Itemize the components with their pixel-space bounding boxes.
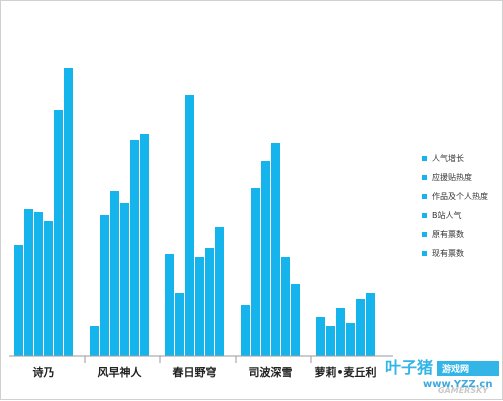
bar-1-series-4	[44, 221, 53, 356]
bar-4-series-6	[291, 284, 300, 356]
watermark-site-name: 叶子猪	[385, 358, 433, 377]
bar-3-series-5	[205, 248, 214, 356]
bar-3-series-4	[195, 257, 204, 356]
bar-2-series-1	[90, 326, 99, 356]
watermark-ghost-text: GAMERSKY	[438, 386, 489, 395]
category-separators	[84, 356, 312, 363]
bar-3-series-6	[215, 227, 224, 356]
bar-5-series-4	[346, 323, 355, 356]
bar-3-series-3	[185, 95, 194, 356]
watermark-tag-background	[437, 361, 499, 376]
bar-4-series-1	[241, 305, 250, 356]
x-tick-label: 诗乃	[33, 365, 55, 379]
bar-1-series-6	[64, 68, 73, 356]
bar-2-series-6	[140, 134, 149, 356]
bar-1-series-5	[54, 110, 63, 356]
bar-2-series-3	[110, 191, 119, 356]
legend-swatch	[422, 213, 427, 218]
bar-2-series-4	[120, 203, 129, 356]
bar-5-series-5	[356, 299, 365, 356]
bar-4-series-5	[281, 257, 290, 356]
watermark-site-tag: 游戏网	[442, 363, 469, 375]
bar-1-series-3	[34, 212, 43, 356]
bar-4-series-2	[251, 188, 260, 356]
x-tick-label: 风早神人	[98, 365, 143, 379]
x-tick-label: 司波深雪	[249, 365, 293, 379]
bar-4-series-3	[261, 161, 270, 356]
bar-5-series-6	[366, 293, 375, 356]
legend-entry-label: 人气增长	[432, 153, 464, 163]
bar-5-series-3	[336, 308, 345, 356]
legend-swatch	[422, 156, 427, 161]
bar-1-series-2	[24, 209, 33, 356]
x-tick-labels: 诗乃 风早神人 春日野穹 司波深雪 萝莉•麦丘利	[33, 365, 377, 379]
x-tick-label: 萝莉•麦丘利	[314, 365, 376, 379]
legend-swatch	[422, 194, 427, 199]
bar-3-series-2	[175, 293, 184, 356]
bar-2-series-5	[130, 140, 139, 356]
legend-entry-label: B站人气	[432, 210, 462, 220]
legend-swatch	[422, 232, 427, 237]
legend-entry-label: 作品及个人热度	[432, 191, 488, 201]
legend-swatch	[422, 251, 427, 256]
legend-entry-label: 原有票数	[432, 229, 464, 239]
bar-1-series-1	[14, 245, 23, 356]
bar-3-series-1	[165, 254, 174, 356]
legend-entry-label: 现有票数	[432, 248, 464, 258]
legend-swatch	[422, 175, 427, 180]
watermark-url: www.YZZ.cn	[423, 379, 492, 390]
bar-4-series-4	[271, 143, 280, 356]
x-tick-label: 春日野穹	[173, 365, 217, 379]
bar-5-series-2	[326, 326, 335, 356]
bar-2-series-2	[100, 215, 109, 356]
bar-group	[14, 68, 375, 356]
bar-5-series-1	[316, 317, 325, 356]
legend-entry-label: 应援贴热度	[432, 172, 472, 182]
site-watermark: GAMERSKY 叶子猪 游戏网 www.YZZ.cn	[385, 358, 499, 395]
